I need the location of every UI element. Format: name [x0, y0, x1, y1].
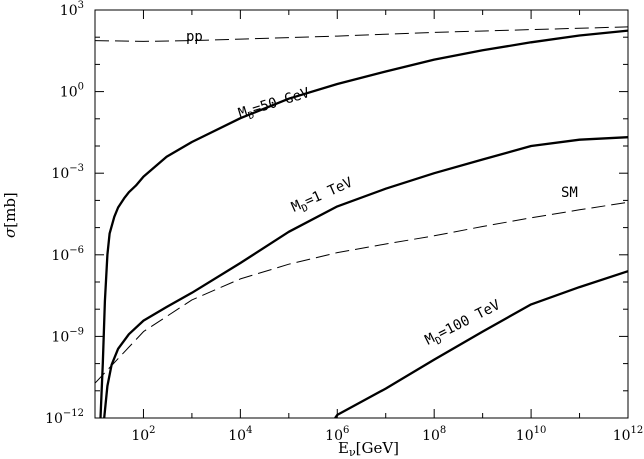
annotation-pp: pp — [186, 29, 203, 45]
y-tick-label-exp: −12 — [63, 408, 84, 419]
y-tick-label-exp: 3 — [78, 0, 84, 11]
y-tick-label-exp: 0 — [78, 82, 84, 93]
annotation-md-50gev: MD=50 GeV — [236, 85, 312, 125]
y-tick-label-base: 10 — [60, 85, 78, 101]
tick-labels: 102 104 106 108 1010 101210−1210−910−610−3100… — [45, 0, 643, 444]
y-tick-label-exp: −6 — [69, 245, 84, 256]
x-tick-label-exp: 2 — [149, 425, 155, 436]
plot-frame — [94, 9, 629, 419]
series-pp — [94, 26, 629, 42]
y-tick-label-exp: −3 — [69, 163, 84, 174]
y-tick-label-base: 10 — [45, 411, 63, 427]
x-axis-label-unit: [GeV] — [356, 439, 399, 457]
x-tick-label: 104 — [228, 425, 252, 444]
x-axis-label-main: E — [338, 439, 349, 457]
x-axis-label-sub: ν — [349, 446, 356, 459]
series-m-d-100-tev — [334, 270, 629, 419]
annotation-sm: SM — [561, 185, 578, 201]
annotation-md-1tev: MD=1 TeV — [289, 174, 357, 218]
x-tick-label: 106 — [325, 425, 349, 444]
data-curves — [94, 26, 629, 419]
axis-ticks — [94, 9, 629, 419]
x-tick-label: 1012 — [613, 425, 644, 444]
y-tick-label: 103 — [60, 0, 84, 19]
annotation-md-1tev-rest: =1 TeV — [302, 174, 355, 209]
y-tick-label-exp: −9 — [69, 326, 84, 337]
annotation-md-1tev-sub: D — [300, 202, 310, 215]
x-tick-label-base: 10 — [325, 428, 343, 444]
y-tick-label: 10−6 — [51, 245, 84, 264]
annotation-md-50gev-sub: D — [247, 110, 256, 122]
annotation-md-100tev-sub: D — [434, 335, 444, 348]
y-axis-label-main: σ — [1, 227, 19, 238]
x-tick-label-exp: 4 — [246, 425, 252, 436]
x-tick-label-exp: 12 — [631, 425, 644, 436]
x-tick-label: 1010 — [516, 425, 547, 444]
y-tick-label-base: 10 — [51, 329, 69, 345]
y-tick-label: 10−12 — [45, 408, 84, 427]
y-tick-label: 100 — [60, 82, 84, 101]
annotation-md-100tev-rest: =100 TeV — [435, 297, 503, 342]
annotation-md-50gev-rest: =50 GeV — [250, 85, 312, 118]
y-tick-label-base: 10 — [51, 166, 69, 182]
x-axis-label: Eν[GeV] — [338, 439, 399, 459]
y-tick-label-base: 10 — [51, 248, 69, 264]
x-tick-label-base: 10 — [131, 428, 149, 444]
x-tick-label-exp: 6 — [343, 425, 349, 436]
x-tick-label: 108 — [422, 425, 446, 444]
x-tick-label-base: 10 — [613, 428, 631, 444]
x-tick-label-exp: 8 — [440, 425, 446, 436]
y-tick-label: 10−9 — [51, 326, 84, 345]
y-tick-label-base: 10 — [60, 3, 78, 19]
y-axis-label: σ[mb] — [1, 192, 19, 238]
x-tick-label-base: 10 — [516, 428, 534, 444]
series-sm — [94, 201, 629, 384]
series-m-d-1-tev — [103, 136, 629, 419]
y-axis-label-unit: [mb] — [1, 192, 19, 228]
y-tick-label: 10−3 — [51, 163, 84, 182]
x-tick-label-base: 10 — [422, 428, 440, 444]
x-tick-label-base: 10 — [228, 428, 246, 444]
x-tick-label-exp: 10 — [534, 425, 547, 436]
x-tick-label: 102 — [131, 425, 155, 444]
series-m-d-50-gev — [99, 29, 629, 419]
